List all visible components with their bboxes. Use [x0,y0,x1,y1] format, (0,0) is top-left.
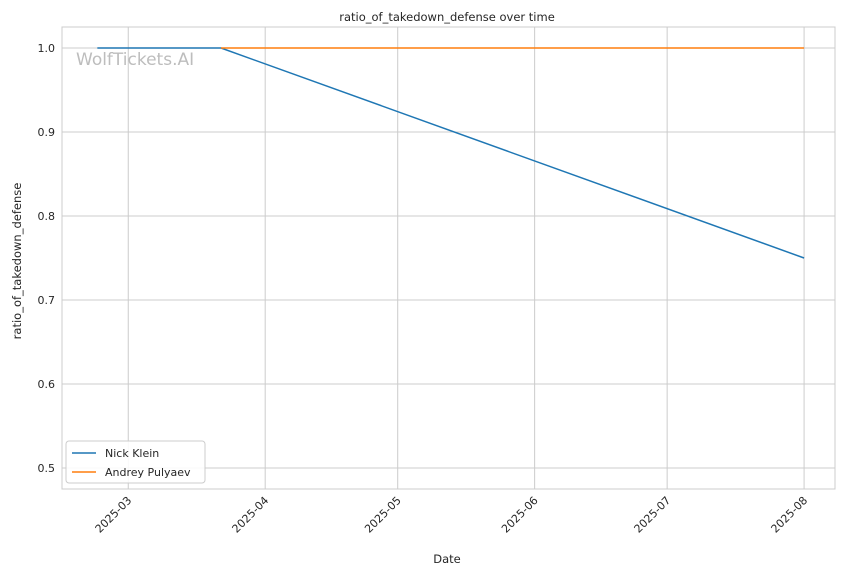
x-tick-label: 2025-05 [362,494,404,536]
plot-frame [61,26,836,490]
x-tick-label: 2025-07 [632,494,674,536]
y-axis-label: ratio_of_takedown_defense [10,183,24,340]
legend: Nick Klein Andrey Pulyaev [65,440,206,484]
x-axis-label: Date [433,552,461,566]
watermark: WolfTickets.AI [76,50,194,70]
x-tick-label: 2025-06 [499,494,541,536]
legend-label-nick-klein: Nick Klein [105,447,159,460]
y-tick-label: 1.0 [38,42,56,55]
series-layer [97,47,805,259]
y-tick-labels: 0.5 0.6 0.7 0.8 0.9 1.0 [38,42,56,475]
y-tick-label: 0.7 [38,294,56,307]
y-tick-label: 0.8 [38,210,56,223]
y-tick-label: 0.5 [38,462,56,475]
x-tick-label: 2025-08 [769,494,811,536]
legend-box [65,440,206,484]
legend-label-andrey-pulyaev: Andrey Pulyaev [105,466,191,479]
series-line-nick-klein [97,47,805,259]
y-tick-label: 0.6 [38,378,56,391]
x-tick-label: 2025-03 [93,494,135,536]
grid-layer [62,27,835,489]
x-tick-labels: 2025-03 2025-04 2025-05 2025-06 2025-07 2025-… [93,494,811,536]
y-tick-label: 0.9 [38,126,56,139]
chart-title: ratio_of_takedown_defense over time [339,10,555,24]
x-tick-label: 2025-04 [230,494,272,536]
